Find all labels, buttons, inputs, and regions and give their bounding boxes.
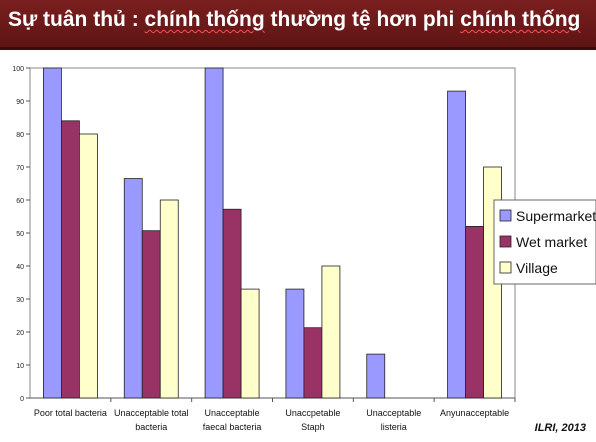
legend-swatch: [499, 209, 512, 222]
x-tick-label: Poor total bacteria: [34, 408, 107, 418]
y-tick-label: 20: [16, 330, 24, 337]
bar-wet-market: [141, 230, 161, 399]
title-underlined-1: chính thống: [144, 8, 265, 31]
y-tick-label: 10: [16, 363, 24, 370]
bar-wet-market: [61, 120, 80, 399]
bar-supermarket: [366, 353, 386, 399]
plot-area: [29, 67, 516, 399]
bar-supermarket: [43, 67, 62, 399]
title-suffix: thường tệ hơn phi: [264, 8, 461, 31]
bar-supermarket: [204, 67, 224, 399]
y-tick-label: 70: [16, 165, 24, 172]
legend-label: Supermarket: [516, 208, 596, 224]
legend-label: Wet market: [516, 234, 587, 250]
bar-supermarket: [285, 288, 305, 399]
bar-supermarket: [447, 90, 466, 399]
x-tick-label: Unacceptable: [366, 408, 421, 418]
y-tick-label: 40: [16, 264, 24, 271]
bar-village: [79, 133, 98, 399]
x-tick-label: Unacceptable: [205, 408, 260, 418]
x-tick-label: Unaccpetable: [285, 408, 340, 418]
x-tick-label: faecal bacteria: [203, 422, 262, 432]
bar-village: [321, 265, 341, 399]
x-tick-label: Staph: [301, 422, 325, 432]
bar-wet-market: [222, 208, 242, 399]
y-tick-label: 0: [20, 396, 24, 403]
slide-title: Sự tuân thủ : chính thống thường tệ hơn …: [8, 8, 580, 32]
bar-supermarket: [123, 178, 143, 399]
y-tick-label: 60: [16, 198, 24, 205]
bar-wet-market: [303, 327, 323, 399]
title-banner: Sự tuân thủ : chính thống thường tệ hơn …: [0, 0, 596, 50]
y-tick-label: 30: [16, 297, 24, 304]
source-credit: ILRI, 2013: [534, 422, 586, 434]
bar-wet-market: [465, 225, 484, 399]
x-tick-label: Unacceptable total: [114, 408, 189, 418]
x-tick-label: bacteria: [135, 422, 167, 432]
y-tick-label: 50: [16, 231, 24, 238]
title-prefix: Sự tuân thủ :: [8, 8, 145, 31]
x-tick-label: listeria: [381, 422, 407, 432]
title-underlined-2: chính thống: [460, 8, 581, 31]
y-tick-label: 90: [16, 99, 24, 106]
legend-swatch: [499, 235, 512, 248]
x-tick-label: Anyunacceptable: [440, 408, 509, 418]
y-tick-label: 80: [16, 132, 24, 139]
y-tick-label: 100: [12, 66, 24, 73]
legend-label: Village: [516, 260, 558, 276]
bar-village: [240, 288, 260, 399]
bar-village: [159, 199, 179, 399]
legend-swatch: [499, 261, 512, 274]
